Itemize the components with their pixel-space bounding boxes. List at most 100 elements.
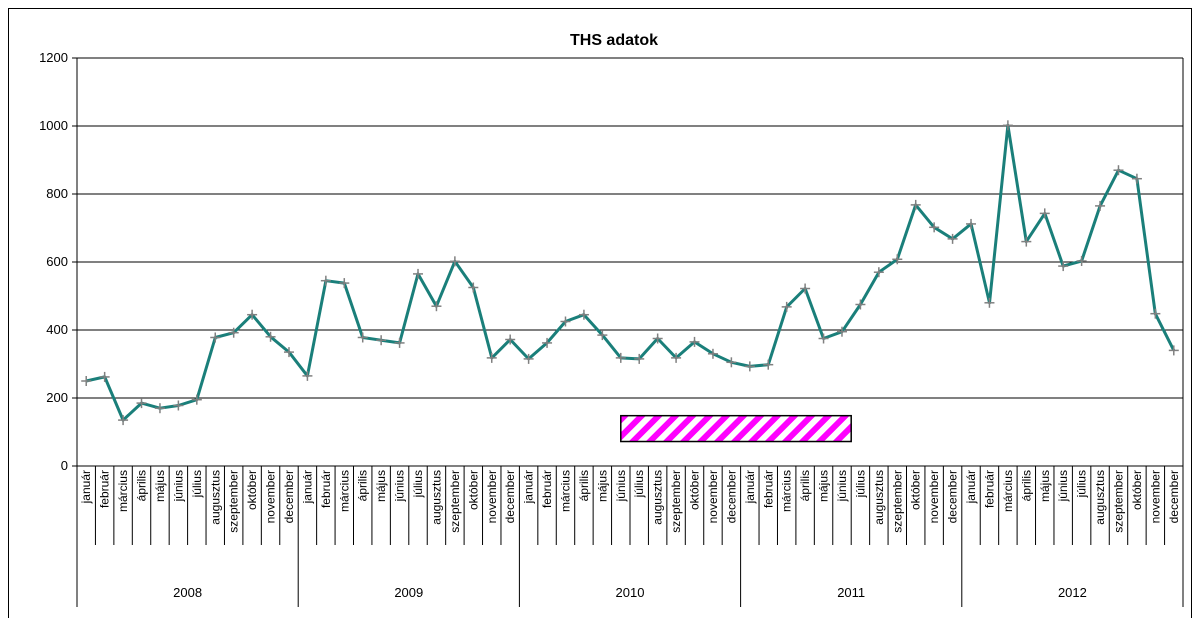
x-tick-label: június [171,470,185,502]
x-tick-label: február [98,470,112,508]
x-tick-label: október [466,470,480,510]
x-tick-label: szeptember [448,470,462,533]
chart-frame: THS adatok 0 200 400 600 800 1000 1200 január f… [8,8,1192,618]
data-point [210,332,221,343]
data-point [818,333,829,344]
x-tick-label: május [153,470,167,502]
data-point [800,283,811,294]
x-tick-label: június [1056,470,1070,502]
x-tick-label: december [503,470,517,523]
y-tick-label: 400 [46,322,68,337]
data-point [339,278,350,289]
data-point [1002,120,1013,131]
x-tick-label: augusztus [872,470,886,525]
data-point [892,254,903,265]
data-point [910,199,921,210]
x-tick-label: június [835,470,849,502]
x-tick-label: május [374,470,388,502]
x-tick-label: július [632,470,646,498]
data-point [1095,200,1106,211]
data-point [431,301,442,312]
y-tick-label: 200 [46,390,68,405]
year-label: 2011 [837,585,865,600]
x-tick-label: február [540,470,554,508]
x-tick-label: október [909,470,923,510]
data-point [228,327,239,338]
data-point [634,353,645,364]
data-point [154,403,165,414]
x-tick-label: november [706,470,720,523]
x-tick-label: november [927,470,941,523]
x-tick-label: május [595,470,609,502]
data-point [247,309,258,320]
data-point [652,333,663,344]
data-point [671,352,682,363]
x-tick-label: január [964,470,978,504]
x-tick-label: június [393,470,407,502]
annotation-box [620,414,852,443]
data-point [836,326,847,337]
data-point [615,352,626,363]
data-point [1168,345,1179,356]
y-tick-label: 1200 [39,50,68,65]
series-layer [81,120,1179,426]
data-point [560,316,571,327]
data-point [283,347,294,358]
x-tick-label: augusztus [1093,470,1107,525]
data-point [486,352,497,363]
x-tick-label: március [116,470,130,512]
data-point [468,282,479,293]
x-tick-label: november [1148,470,1162,523]
x-tick-label: szeptember [890,470,904,533]
data-point [744,361,755,372]
x-tick-label: július [190,470,204,498]
x-tick-label: július [853,470,867,498]
data-point [1131,173,1142,184]
chart-title: THS adatok [570,32,658,49]
x-tick-label: augusztus [208,470,222,525]
x-tick-label: december [946,470,960,523]
data-point [781,301,792,312]
axes [72,57,1184,607]
x-tick-label: szeptember [227,470,241,533]
data-point [929,222,940,233]
x-tick-label: május [1038,470,1052,502]
data-point [984,297,995,308]
x-tick-label: április [1019,470,1033,501]
data-point [302,370,313,381]
data-point [99,371,110,382]
x-tick-label: november [485,470,499,523]
x-tick-label: január [79,470,93,504]
annotation-layer [620,414,852,443]
x-tick-label: január [300,470,314,504]
x-tick-label: augusztus [429,470,443,525]
x-tick-label: augusztus [651,470,665,525]
x-tick-labels: január február március április május június jú… [79,470,1181,533]
y-tick-label: 600 [46,254,68,269]
x-tick-label: április [798,470,812,501]
y-tick-label: 1000 [39,118,68,133]
x-tick-label: március [1001,470,1015,512]
x-tick-label: július [411,470,425,498]
grid-lines [77,57,1183,399]
x-tick-label: április [356,470,370,501]
x-tick-label: március [558,470,572,512]
data-point [523,353,534,364]
x-tick-label: október [245,470,259,510]
data-point [136,398,147,409]
year-label: 2012 [1058,585,1087,600]
x-tick-label: február [761,470,775,508]
x-tick-label: január [743,470,757,504]
year-labels: 2008 2009 2010 2011 2012 [173,585,1087,600]
data-point [763,359,774,370]
data-point [1021,236,1032,247]
data-point [1113,165,1124,176]
data-point [394,337,405,348]
series-line [85,123,1176,422]
data-point [265,331,276,342]
data-point [947,233,958,244]
data-point [726,357,737,368]
x-tick-label: február [982,470,996,508]
year-label: 2010 [616,585,645,600]
